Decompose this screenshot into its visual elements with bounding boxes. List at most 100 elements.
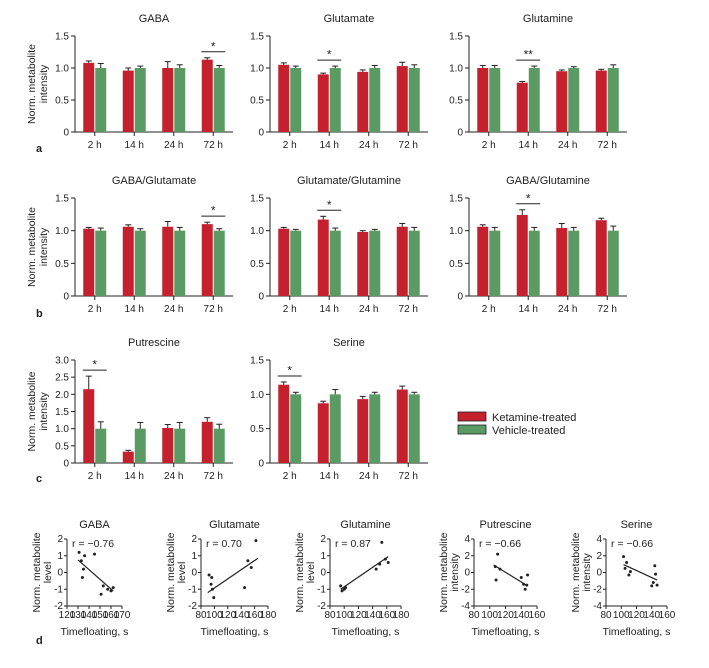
glutamate-glutamine-bar-ketamine xyxy=(396,226,408,296)
scatter-gaba-x-tick-label: 120 xyxy=(59,610,76,621)
panel-letter-d: d xyxy=(36,635,43,647)
scatter-putrescine-y-tick-label: 4 xyxy=(464,534,470,545)
gaba-x-tick-label: 24 h xyxy=(164,140,183,151)
gaba-glutamine-title: GABA/Glutamine xyxy=(506,175,590,187)
scatter-serine-y-label-line2: intensity xyxy=(581,552,593,591)
scatter-glutamine-x-tick-label: 120 xyxy=(350,610,367,621)
scatter-glutamine-title: Glutamine xyxy=(340,519,390,531)
gaba-x-tick-label: 72 h xyxy=(204,140,223,151)
glutamate-glutamine-x-tick-label: 72 h xyxy=(399,304,418,315)
gaba-glutamine-bar-ketamine xyxy=(516,214,528,296)
scatter-serine-data-point xyxy=(654,572,658,576)
chart-putrescine: Putrescine 0 0.5 1.0 1.5 2.0 2.5 3.0 2 h 14 h 24 h… xyxy=(26,337,233,482)
glutamine-bar-ketamine xyxy=(556,71,568,132)
putrescine-title: Putrescine xyxy=(128,337,180,349)
gaba-bar-ketamine xyxy=(122,70,134,132)
gaba-glutamine-y-tick-label: 1.0 xyxy=(449,226,463,237)
putrescine-y-tick-label: 2.5 xyxy=(55,373,69,384)
scatter-gaba-data-point xyxy=(77,550,81,554)
gaba-glutamine-bar-vehicle xyxy=(489,230,501,296)
gaba-glutamate-x-tick-label: 2 h xyxy=(88,304,102,315)
glutamate-bar-ketamine xyxy=(317,74,329,132)
gaba-y-label-line1: Norm. metabolite xyxy=(26,44,38,124)
glutamate-glutamine-x-tick-label: 2 h xyxy=(283,304,297,315)
putrescine-bar-ketamine xyxy=(83,389,95,463)
scatter-gaba-x-tick-label: 130 xyxy=(70,610,87,621)
putrescine-bar-vehicle xyxy=(95,428,107,463)
gaba-glutamate-significance-mark: * xyxy=(211,204,216,218)
chart-glutamine: Glutamine 0 0.5 1.0 1.5 2 h 14 h 24 h 72 h ** xyxy=(449,13,627,151)
gaba-glutamate-y-tick-label: 0 xyxy=(63,292,69,303)
glutamate-y-tick-label: 0.5 xyxy=(250,96,264,107)
putrescine-y-label-line1: Norm. metabolite xyxy=(26,371,38,451)
glutamine-bar-vehicle xyxy=(528,68,540,132)
scatter-putrescine-data-point xyxy=(498,567,502,571)
scatter-glutamate-fit-line xyxy=(207,557,259,594)
scatter-glutamine-data-point xyxy=(340,589,344,593)
glutamate-glutamine-y-tick-label: 1.5 xyxy=(250,194,264,205)
glutamine-y-tick-label: 1.0 xyxy=(449,64,463,75)
gaba-glutamate-bar-ketamine xyxy=(162,226,174,296)
gaba-glutamate-y-tick-label: 1.0 xyxy=(55,226,69,237)
scatter-gaba-data-point xyxy=(93,552,96,556)
scatter-putrescine-y-label-line1: Norm. metabolite xyxy=(438,532,450,612)
putrescine-x-tick-label: 24 h xyxy=(164,471,183,482)
scatter-serine-data-point xyxy=(623,566,627,570)
scatter-serine-x-tick-label: 160 xyxy=(659,610,676,621)
gaba-glutamate-bar-vehicle xyxy=(174,230,186,296)
scatter-gaba-fit-line xyxy=(77,559,114,592)
glutamate-glutamine-bar-vehicle xyxy=(408,230,420,296)
glutamate-x-tick-label: 2 h xyxy=(283,140,297,151)
gaba-bar-vehicle xyxy=(174,68,186,132)
glutamine-bar-vehicle xyxy=(607,68,619,132)
glutamine-y-tick-label: 0.5 xyxy=(449,96,463,107)
gaba-glutamate-bar-ketamine xyxy=(122,226,134,296)
glutamine-bar-ketamine xyxy=(516,82,528,132)
serine-bar-ketamine xyxy=(357,399,369,463)
scatter-gaba-x-tick-label: 160 xyxy=(103,610,120,621)
gaba-glutamine-bar-ketamine xyxy=(595,220,607,296)
scatter-gaba-data-point xyxy=(106,587,110,591)
putrescine-y-tick-label: 0 xyxy=(63,459,69,470)
scatter-gaba-y-tick-label: 1 xyxy=(57,551,63,562)
serine-bar-vehicle xyxy=(408,394,420,463)
scatter-glutamine-y-tick-label: -1 xyxy=(317,584,326,595)
scatter-glutamine-x-tick-label: 100 xyxy=(336,610,353,621)
serine-bar-vehicle xyxy=(369,394,381,463)
scatter-putrescine-data-point xyxy=(519,576,523,580)
glutamate-y-tick-label: 1.0 xyxy=(250,64,264,75)
putrescine-x-tick-label: 14 h xyxy=(125,471,144,482)
scatter-glutamate-x-tick-label: 140 xyxy=(233,610,250,621)
scatter-glutamate-y-label-line2: level xyxy=(176,562,188,584)
serine-y-tick-label: 0.5 xyxy=(250,424,264,435)
glutamate-x-tick-label: 24 h xyxy=(359,140,378,151)
scatter-gaba-y-tick-label: 0 xyxy=(57,568,63,579)
legend: Ketamine-treated Vehicle-treated xyxy=(457,411,576,437)
scatter-serine-x-tick-label: 100 xyxy=(613,610,630,621)
glutamine-x-tick-label: 24 h xyxy=(558,140,577,151)
scatter-glutamine-y-tick-label: 1 xyxy=(320,551,326,562)
gaba-bar-ketamine xyxy=(83,62,95,132)
scatter-serine-data-point xyxy=(627,573,631,577)
scatter-glutamine-y-label-line2: level xyxy=(305,562,317,584)
putrescine-y-tick-label: 1.0 xyxy=(55,424,69,435)
scatter-serine-data-point xyxy=(628,570,632,574)
gaba-bar-vehicle xyxy=(213,68,225,132)
scatter-putrescine-x-tick-label: 160 xyxy=(529,610,546,621)
glutamate-significance-mark: * xyxy=(327,48,332,62)
scatter-glutamine-x-tick-label: 180 xyxy=(393,610,410,621)
putrescine-bar-ketamine xyxy=(201,421,213,463)
glutamate-bar-ketamine xyxy=(396,66,408,132)
scatter-putrescine-data-point xyxy=(523,587,527,591)
serine-significance-mark: * xyxy=(287,363,292,377)
chart-gaba-glutamine: GABA/Glutamine 0 0.5 1.0 1.5 2 h 14 h 24 h 72 h * xyxy=(449,175,627,315)
gaba-glutamine-bar-vehicle xyxy=(568,230,580,296)
glutamate-glutamine-y-tick-label: 0.5 xyxy=(250,259,264,270)
gaba-glutamate-y-label-line1: Norm. metabolite xyxy=(26,207,38,287)
scatter-putrescine-x-tick-label: 120 xyxy=(497,610,514,621)
scatter-gaba-y-tick-label: -2 xyxy=(54,601,63,612)
gaba-glutamine-significance-mark: * xyxy=(526,191,531,205)
gaba-bar-ketamine xyxy=(162,68,174,132)
scatter-glutamate-title: Glutamate xyxy=(209,519,260,531)
